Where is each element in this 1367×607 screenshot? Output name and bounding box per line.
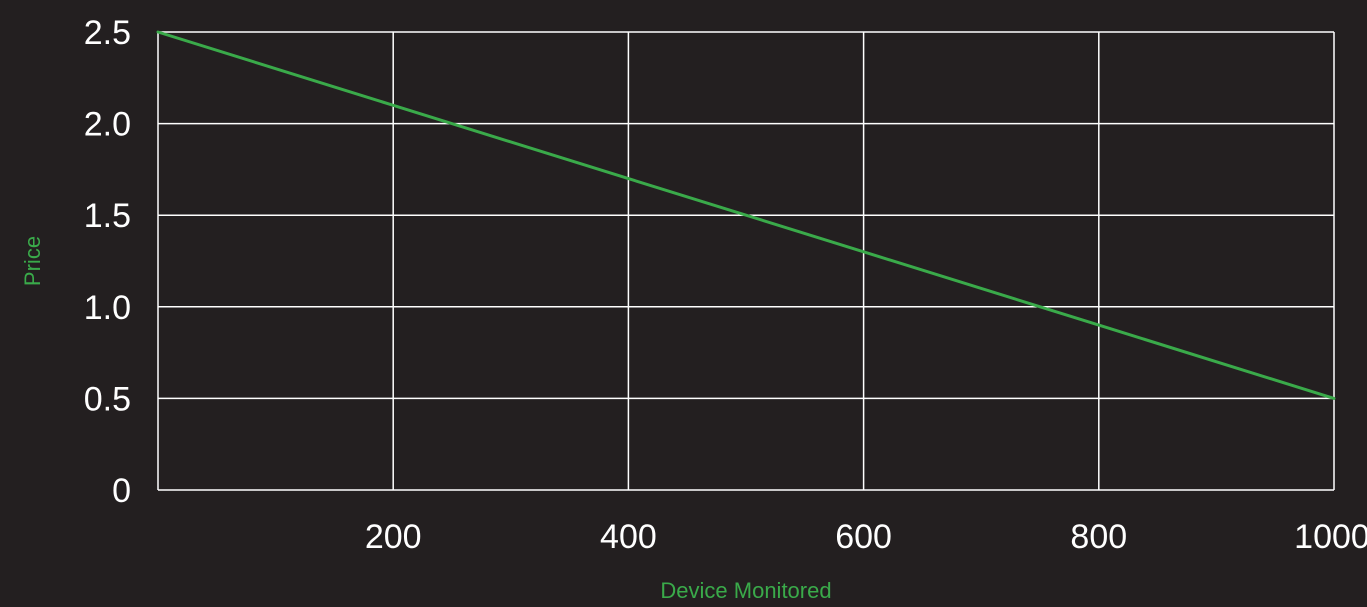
x-tick-label: 400 — [600, 518, 657, 556]
x-tick-label: 200 — [365, 518, 422, 556]
series-layer — [156, 30, 1336, 400]
x-tick-layer: 200 400 600 800 1000 — [365, 518, 1367, 556]
y-tick-label: 1.5 — [84, 197, 131, 235]
x-axis-title: Device Monitored — [660, 578, 831, 603]
y-tick-label: 2.5 — [84, 14, 131, 52]
y-tick-layer: 0 0.5 1.0 1.5 2.0 2.5 — [84, 14, 131, 510]
grid-layer — [157, 31, 1335, 491]
y-tick-label: 1.0 — [84, 289, 131, 327]
series-line — [156, 30, 1336, 400]
y-axis-title: Price — [20, 236, 45, 286]
y-tick-label: 2.0 — [84, 106, 131, 144]
x-tick-label: 600 — [835, 518, 892, 556]
x-tick-label: 800 — [1070, 518, 1127, 556]
x-tick-label: 1000 — [1294, 518, 1367, 556]
y-tick-label: 0 — [112, 472, 131, 510]
y-tick-label: 0.5 — [84, 380, 131, 418]
